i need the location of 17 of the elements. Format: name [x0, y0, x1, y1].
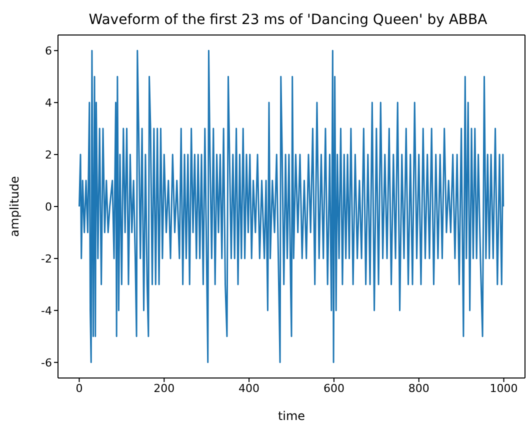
y-tick-label: -2 — [41, 252, 52, 266]
y-tick-label: 2 — [45, 148, 52, 162]
x-tick-label: 600 — [323, 382, 344, 395]
y-axis-title: amplitude — [7, 176, 22, 237]
x-axis-title: time — [278, 409, 306, 423]
x-tick-label: 1000 — [490, 382, 518, 395]
x-tick-label: 0 — [76, 382, 83, 395]
chart-title: Waveform of the first 23 ms of 'Dancing Queen' by ABBA — [88, 11, 488, 30]
y-tick-label: 4 — [45, 96, 52, 110]
y-tick-label: -4 — [41, 304, 52, 318]
x-tick-label: 400 — [238, 382, 260, 395]
y-tick-label: 0 — [45, 200, 52, 214]
x-tick-label: 800 — [408, 382, 430, 395]
y-tick-label: 6 — [45, 44, 52, 58]
x-tick-label: 200 — [154, 382, 175, 395]
line-series — [78, 50, 504, 364]
y-tick-label: -6 — [41, 356, 52, 370]
